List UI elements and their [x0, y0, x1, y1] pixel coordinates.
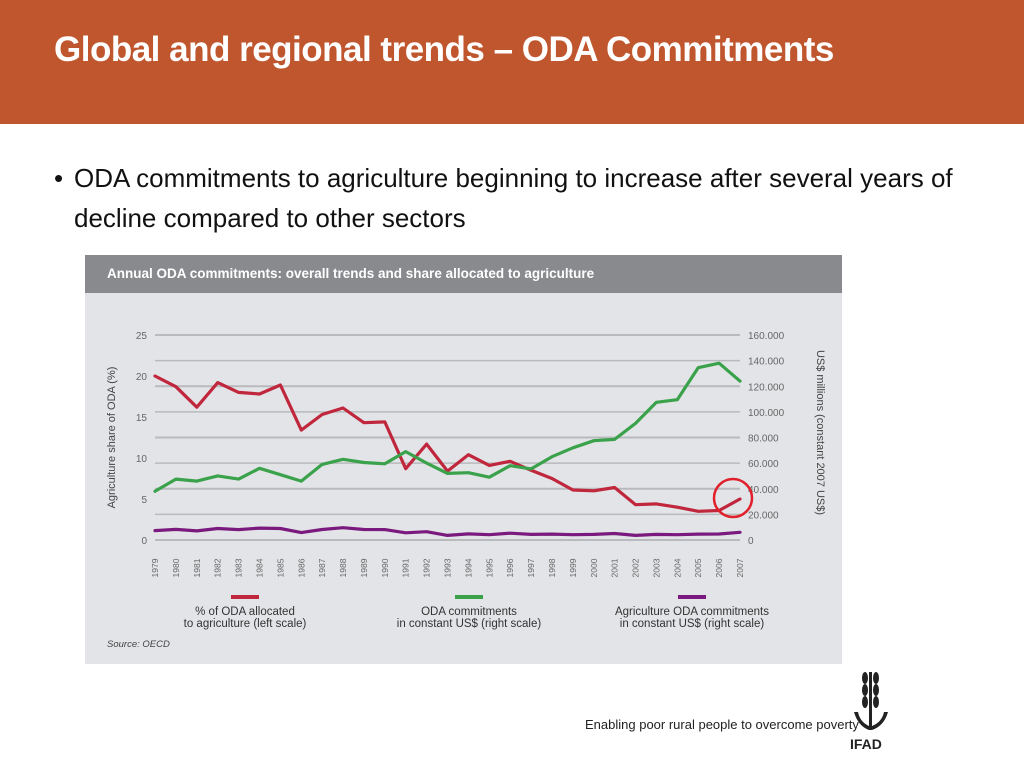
y-tick-left: 15: [136, 413, 148, 424]
x-tick-label: 2005: [693, 558, 703, 577]
y-axis-label-right: US$ millions (constant 2007 US$): [814, 350, 826, 515]
series-line: [153, 361, 742, 493]
x-tick-label: 1993: [443, 558, 453, 577]
bullet-text: ODA commitments to agriculture beginning…: [74, 163, 953, 233]
y-axis-label-left: Agriculture share of ODA (%): [106, 367, 118, 509]
highlight-circle: [712, 477, 754, 519]
x-tick-label: 1984: [254, 558, 264, 577]
y-tick-right: 80.000: [748, 434, 779, 445]
y-tick-right: 40.000: [748, 485, 779, 496]
x-tick-label: 1982: [213, 558, 223, 577]
x-tick-label: 1980: [171, 558, 181, 577]
x-tick-label: 1998: [547, 558, 557, 577]
logo-text: IFAD: [850, 736, 882, 752]
legend-label: to agriculture (left scale): [184, 618, 307, 630]
x-tick-label: 2001: [610, 558, 620, 577]
x-tick-label: 1986: [296, 558, 306, 577]
oda-chart: 0 5 10 15 20 25 0 20.000 40.000 60.000 80.000 100.0…: [106, 331, 826, 650]
x-tick-label: 1995: [484, 558, 494, 577]
x-tick-label: 2004: [672, 558, 682, 577]
chart-panel: Annual ODA commitments: overall trends a…: [85, 255, 842, 664]
y-tick-right: 100.000: [748, 408, 785, 419]
legend-label: in constant US$ (right scale): [397, 618, 542, 630]
y-tick-right: 60.000: [748, 459, 779, 470]
x-tick-label: 2007: [735, 558, 745, 577]
ifad-wheat-logo-icon: [854, 672, 888, 730]
y-tick-left: 0: [141, 536, 147, 547]
legend-label: Agriculture ODA commitments: [615, 606, 769, 618]
y-tick-right: 160.000: [748, 331, 785, 342]
x-tick-label: 1988: [338, 558, 348, 577]
x-tick-label: 1989: [359, 558, 369, 577]
legend-label: % of ODA allocated: [195, 606, 295, 618]
bullet-symbol: •: [54, 163, 64, 193]
chart-title: Annual ODA commitments: overall trends a…: [107, 266, 595, 281]
x-tick-label: 1979: [150, 558, 160, 577]
x-tick-label: 1983: [234, 558, 244, 577]
y-tick-left: 25: [136, 331, 148, 342]
x-tick-label: 1985: [275, 558, 285, 577]
y-tick-right: 140.000: [748, 357, 785, 368]
x-tick-label: 1987: [317, 558, 327, 577]
y-tick-right: 120.000: [748, 382, 785, 393]
x-tick-label: 1997: [526, 558, 536, 577]
footer-tagline: Enabling poor rural people to overcome p…: [585, 717, 859, 732]
x-tick-label: 2002: [631, 558, 641, 577]
x-tick-label: 1994: [463, 558, 473, 577]
x-tick-label: 2003: [651, 558, 661, 577]
x-tick-label: 1999: [568, 558, 578, 577]
legend-label: ODA commitments: [421, 606, 517, 618]
x-tick-label: 1992: [422, 558, 432, 577]
source-note: Source: OECD: [107, 639, 170, 650]
series-line: [153, 374, 742, 513]
slide-title: Global and regional trends – ODA Commitm…: [54, 30, 834, 69]
series-line: [153, 526, 742, 537]
x-tick-label: 1996: [505, 558, 515, 577]
x-tick-label: 2000: [589, 558, 599, 577]
chart-header: Annual ODA commitments: overall trends a…: [85, 255, 842, 293]
y-tick-right: 20.000: [748, 510, 779, 521]
x-tick-label: 1981: [192, 558, 202, 577]
x-tick-label: 1990: [380, 558, 390, 577]
y-tick-left: 5: [141, 495, 147, 506]
y-tick-left: 10: [136, 454, 148, 465]
x-tick-label: 1991: [401, 558, 411, 577]
x-tick-label: 2006: [714, 558, 724, 577]
y-tick-left: 20: [136, 372, 148, 383]
y-tick-right: 0: [748, 536, 754, 547]
title-bar: Global and regional trends – ODA Commitm…: [0, 0, 1024, 124]
legend-label: in constant US$ (right scale): [620, 618, 765, 630]
